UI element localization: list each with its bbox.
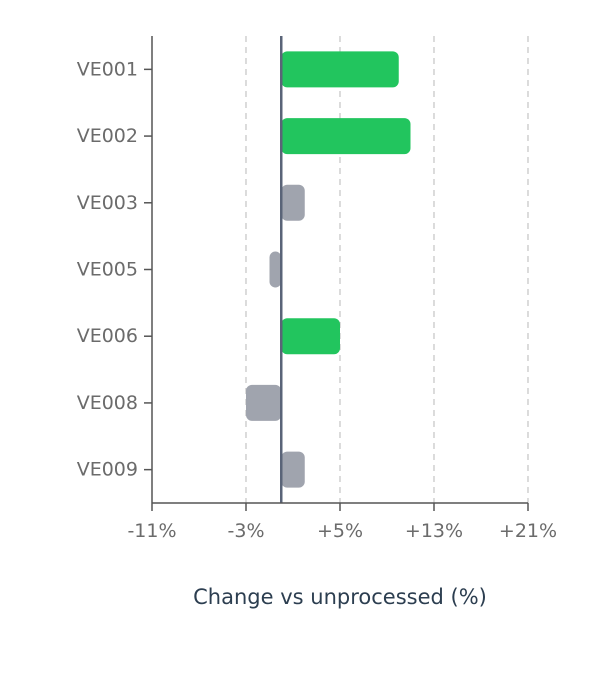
x-tick-label: +21% [499, 520, 557, 542]
bar-ve005 [269, 251, 282, 288]
axes [144, 36, 529, 511]
bar-ve006 [281, 318, 340, 355]
bar-ve009 [281, 451, 305, 488]
x-tick-label: +13% [405, 520, 463, 542]
y-tick-label: VE002 [77, 125, 138, 147]
x-tick-label: +5% [317, 520, 363, 542]
y-tick-label: VE009 [77, 459, 138, 481]
y-tick-label: VE006 [77, 325, 138, 347]
y-tick-labels: VE001 VE002 VE003 VE005 VE006 VE008 VE009 [77, 58, 138, 480]
y-tick-label: VE005 [77, 259, 138, 281]
bar-ve001 [281, 51, 399, 88]
y-tick-label: VE001 [77, 58, 138, 80]
gridlines [245, 36, 529, 503]
x-tick-labels: -11% -3% +5% +13% +21% [127, 520, 557, 542]
x-tick-label: -11% [127, 520, 176, 542]
y-tick-label: VE003 [77, 192, 138, 214]
y-tick-label: VE008 [77, 392, 138, 414]
x-tick-label: -3% [228, 520, 265, 542]
bar-ve003 [281, 184, 305, 221]
x-axis-title: Change vs unprocessed (%) [193, 585, 487, 609]
bars [246, 51, 411, 488]
bar-ve008 [246, 384, 282, 421]
bar-ve002 [281, 118, 411, 155]
